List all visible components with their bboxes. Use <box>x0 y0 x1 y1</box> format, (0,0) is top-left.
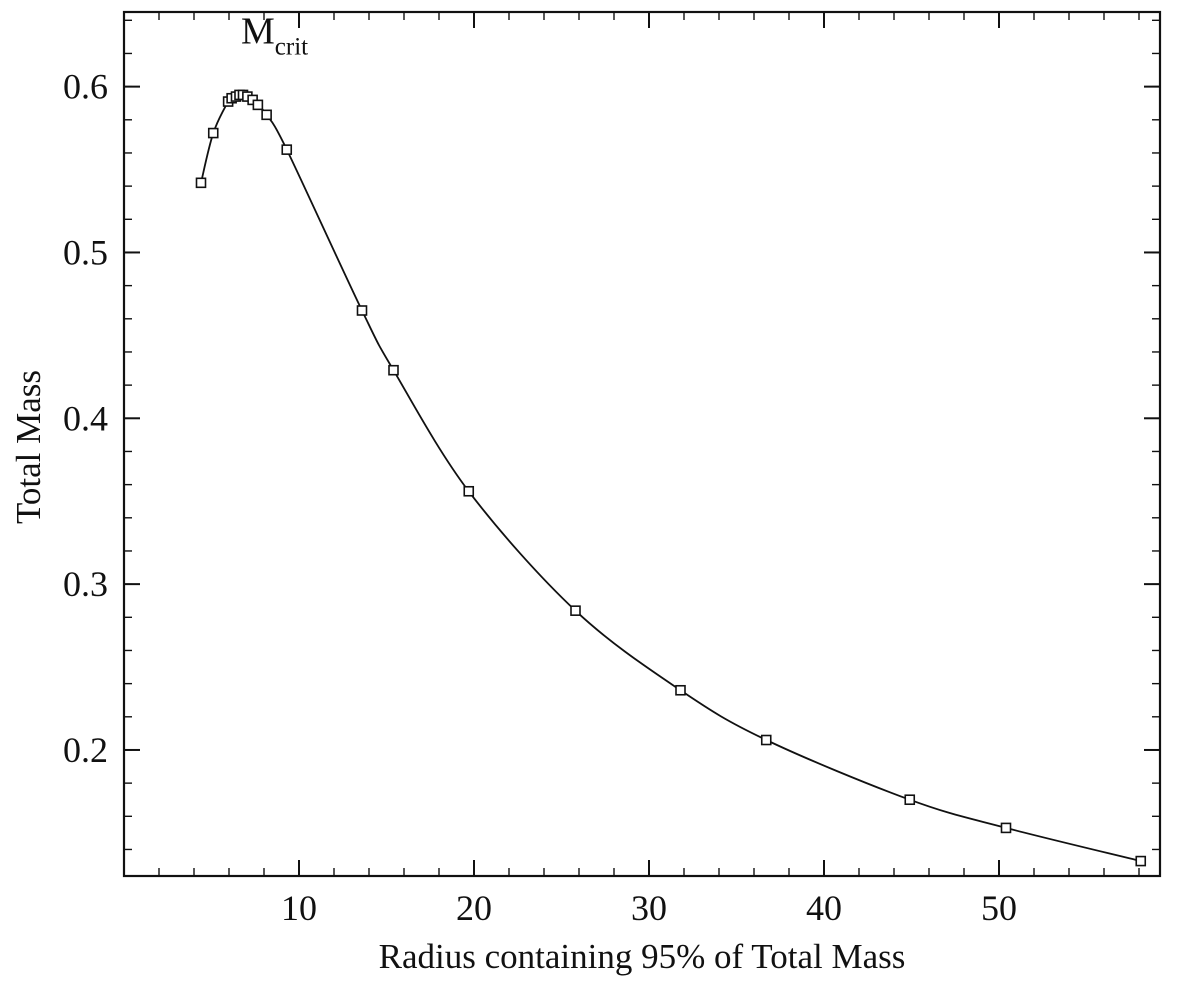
plot-frame <box>122 10 1162 878</box>
y-tick-label: 0.5 <box>63 232 108 272</box>
x-axis-label: Radius containing 95% of Total Mass <box>379 937 906 976</box>
data-point <box>252 99 264 111</box>
data-point <box>195 177 207 189</box>
x-tick-label: 10 <box>281 888 317 928</box>
y-axis-label: Total Mass <box>9 370 48 524</box>
mcrit-annotation: Mcrit <box>241 11 308 61</box>
data-point <box>570 605 581 616</box>
y-tick-label: 0.2 <box>63 730 108 770</box>
x-tick-labels: 10 20 30 40 50 <box>281 888 1017 928</box>
data-point <box>904 794 916 806</box>
data-point <box>463 485 475 497</box>
data-point <box>388 364 399 376</box>
data-point <box>1000 822 1012 834</box>
data-point <box>261 109 272 121</box>
data-point <box>281 144 293 155</box>
mcrit-annotation-main: M <box>241 11 275 53</box>
x-tick-label: 40 <box>806 888 842 928</box>
data-point <box>1135 855 1147 867</box>
data-point <box>207 127 219 139</box>
y-tick-label: 0.6 <box>63 67 108 107</box>
major-ticks <box>124 12 1160 876</box>
y-tick-labels: 0.2 0.3 0.4 0.5 0.6 <box>63 67 108 770</box>
data-markers <box>195 89 1147 867</box>
x-tick-label: 20 <box>456 888 492 928</box>
data-point <box>675 684 686 696</box>
data-point <box>760 734 772 746</box>
x-tick-label: 30 <box>631 888 667 928</box>
y-tick-label: 0.4 <box>63 398 108 438</box>
minor-ticks <box>124 12 1160 876</box>
data-point <box>356 305 368 316</box>
mcrit-annotation-sub: crit <box>275 34 308 61</box>
y-tick-label: 0.3 <box>63 564 108 604</box>
series-line <box>200 93 1142 862</box>
x-tick-label: 50 <box>981 888 1017 928</box>
